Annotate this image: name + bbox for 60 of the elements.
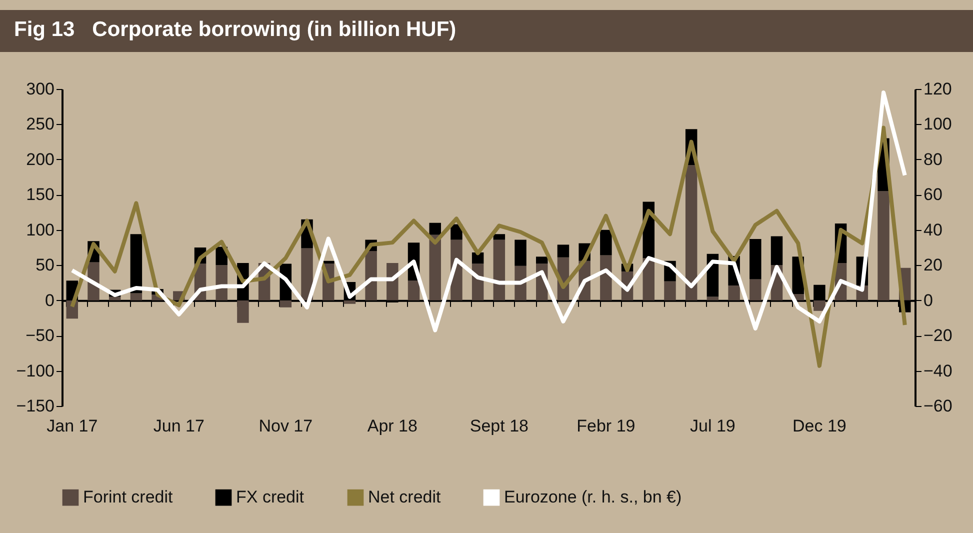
y2-tick-label: 120 [924,80,952,98]
bar [750,279,762,300]
bar [408,280,420,300]
bar [557,244,570,258]
line-series [70,126,907,368]
x-tick-label: Jul 19 [690,416,736,436]
bar [301,248,313,300]
bar [728,286,740,300]
legend-label: Net credit [368,488,442,507]
bar [706,296,719,300]
y-tick-label: 100 [26,220,54,240]
legend-label: Eurozone (r. h. s., bn €) [504,488,682,507]
y2-tick-label: 40 [924,220,942,240]
y2-tick-label: −20 [924,326,952,346]
bar [750,239,762,280]
bar [536,256,548,264]
bar [878,191,890,300]
x-tick-label: Jun 17 [153,416,204,436]
y2-tick-label: −60 [924,396,952,416]
bar [130,293,142,300]
y2-tick-label: 20 [924,256,942,275]
y-tick-label: −150 [16,396,54,416]
bar [770,236,783,266]
bar [429,222,441,235]
y-tick-label: 150 [26,185,54,204]
x-tick-label: Sept 18 [470,416,528,436]
x-tick-label: Jan 17 [46,416,98,436]
bar [664,281,676,300]
bar [130,234,142,294]
x-tick-label: Nov 17 [258,416,313,436]
y-tick-label: −50 [26,326,54,346]
bar [685,165,698,300]
y-tick-label: 50 [36,256,54,275]
y2-tick-label: 100 [924,114,952,134]
y2-tick-label: 80 [924,150,942,169]
y2-tick-label: 0 [924,290,933,310]
y2-tick-label: −40 [924,361,952,380]
bar [493,240,506,300]
bar [493,234,506,240]
y-tick-label: 0 [45,290,54,310]
y-tick-label: 200 [26,150,54,169]
bar [514,240,526,266]
y-tick-label: 250 [26,114,54,134]
chart-title: Fig 13 Corporate borrowing (in billion HUF) [0,10,973,52]
legend-label: FX credit [236,488,304,507]
bar [108,296,121,300]
bar [344,300,356,304]
bar [429,234,441,300]
bar [237,300,249,323]
y-tick-label: 300 [26,80,54,98]
bar [280,300,292,308]
legend-label: Forint credit [83,488,174,507]
bar [814,300,826,311]
y-tick-label: −100 [16,361,54,380]
x-tick-label: Febr 19 [576,416,636,436]
x-tick-label: Apr 18 [367,416,418,436]
line-series [70,90,907,332]
y2-tick-label: 60 [924,185,942,204]
x-tick-label: Dec 19 [792,416,846,436]
bar [600,230,612,256]
